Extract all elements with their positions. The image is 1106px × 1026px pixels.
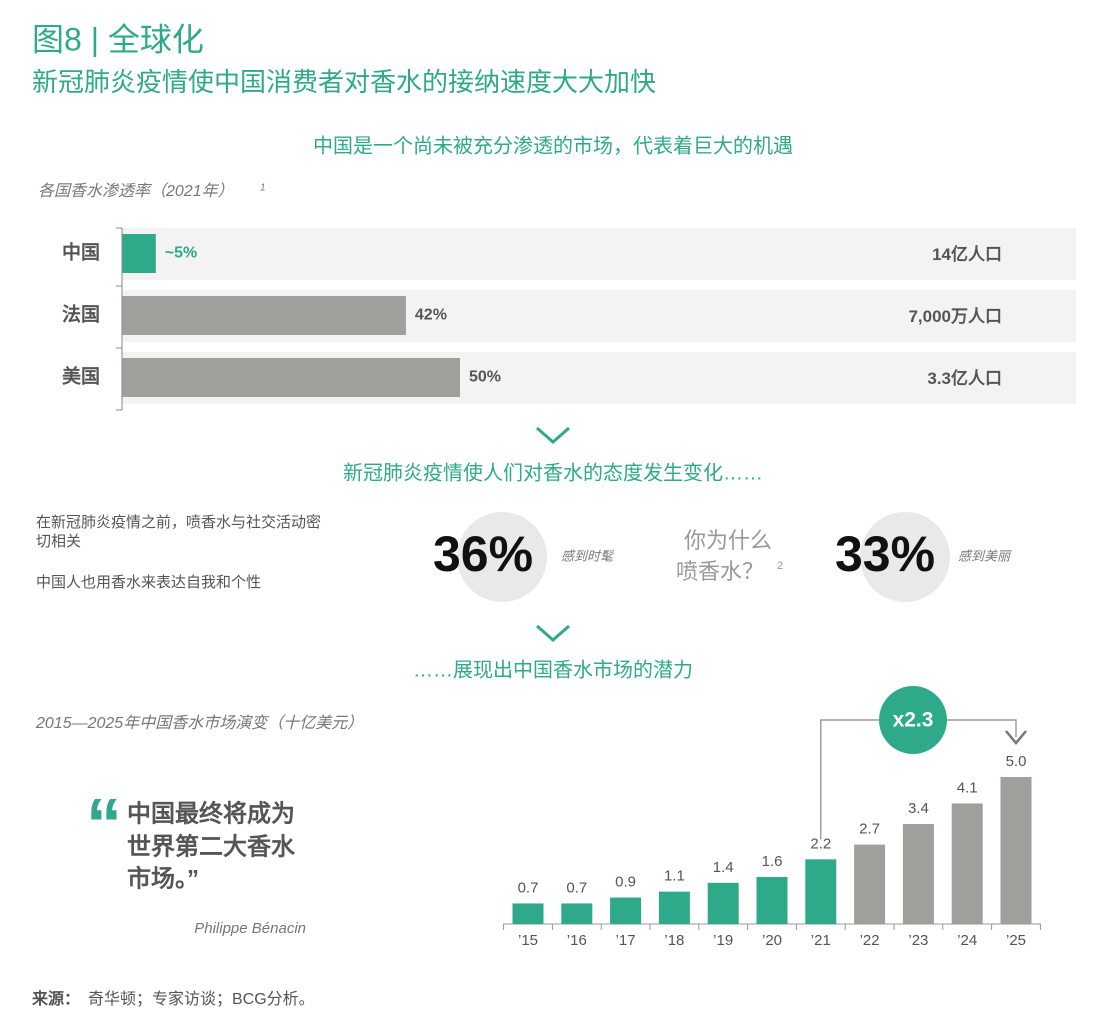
x-tick-label: ’15 (518, 932, 538, 949)
category-label: 法国 (62, 303, 100, 326)
value-label: 0.7 (566, 879, 587, 896)
footnote-ref: 2 (777, 560, 783, 572)
row-band (122, 228, 1076, 280)
stat-label: 感到时髦 (561, 548, 615, 563)
note: 在新冠肺炎疫情之前，喷香水与社交活动密 (36, 513, 321, 531)
quote-line: 中国最终将成为 (127, 799, 295, 827)
question: 你为什么 (684, 528, 772, 553)
chevron (536, 426, 570, 444)
bar (805, 859, 837, 924)
x-tick-label: ’22 (860, 932, 880, 949)
bar (1000, 777, 1032, 924)
question: 喷香水？ (676, 559, 764, 584)
chart-title: 各国香水渗透率（2021年） (38, 182, 234, 200)
note: 切相关 (36, 533, 81, 550)
value-label: 2.2 (810, 835, 831, 852)
section-heading: 中国是一个尚未被充分渗透的市场，代表着巨大的机遇 (313, 134, 793, 157)
footnote-ref: 1 (260, 183, 266, 194)
annotation: 3.3亿人口 (927, 368, 1002, 388)
growth-label: x2.3 (893, 709, 934, 732)
source-text: 奇华顿；专家访谈；BCG分析。 (88, 990, 315, 1008)
section-heading: 新冠肺炎疫情使人们对香水的态度发生变化…… (343, 461, 763, 484)
value-label: 1.6 (762, 853, 783, 870)
bar (122, 358, 460, 397)
growth-badge (879, 686, 947, 754)
bar (610, 897, 642, 924)
x-tick-label: ’19 (713, 932, 733, 949)
x-tick-label: ’25 (1006, 932, 1026, 949)
value-label: 0.7 (518, 879, 539, 896)
value-label: 1.1 (664, 868, 685, 885)
x-tick-label: ’20 (762, 932, 782, 949)
bar (902, 824, 934, 924)
chevron (536, 624, 570, 642)
stat-circle (860, 512, 950, 602)
bar (122, 234, 156, 273)
stat-label: 感到美丽 (958, 548, 1012, 563)
quote-line: 世界第二大香水 (127, 832, 296, 860)
category-label: 美国 (62, 365, 100, 388)
category-label: 中国 (62, 241, 100, 264)
value-label: 2.7 (859, 821, 880, 838)
source-label: 来源： (31, 989, 80, 1008)
bar (951, 803, 983, 924)
growth-arrow (1005, 730, 1027, 745)
quote-author: Philippe Bénacin (194, 920, 306, 937)
bar (854, 844, 886, 924)
x-tick-label: ’21 (811, 932, 831, 949)
quote-mark: “ (86, 785, 122, 865)
bar (756, 876, 788, 924)
value-label: 42% (415, 307, 447, 324)
annotation: 14亿人口 (932, 244, 1002, 264)
note: 中国人也用香水来表达自我和个性 (36, 574, 261, 591)
x-tick-label: ’17 (616, 932, 636, 949)
x-tick-label: ’18 (664, 932, 684, 949)
value-label: 3.4 (908, 800, 929, 817)
figure-subtitle: 新冠肺炎疫情使中国消费者对香水的接纳速度大大加快 (32, 67, 656, 97)
value-label: 1.4 (713, 859, 734, 876)
value-label: 50% (469, 369, 501, 386)
x-tick-label: ’24 (957, 932, 977, 949)
value-label: 5.0 (1006, 753, 1027, 770)
value-label: 4.1 (957, 779, 978, 796)
x-tick-label: ’16 (567, 932, 587, 949)
section-heading: ……展现出中国香水市场的潜力 (413, 658, 693, 681)
value-label: ~5% (165, 245, 197, 262)
stat-circle (457, 512, 547, 602)
bar (561, 903, 593, 924)
chart-title: 2015—2025年中国香水市场演变（十亿美元） (35, 714, 363, 732)
annotation: 7,000万人口 (908, 307, 1002, 326)
value-label: 0.9 (615, 874, 636, 891)
bar (658, 891, 690, 924)
figure-title: 图8 | 全球化 (32, 21, 204, 57)
quote-line: 市场。” (127, 864, 199, 892)
bar (707, 882, 739, 924)
stat-value: 33% (835, 526, 935, 582)
bar (512, 903, 544, 924)
bar (122, 296, 406, 335)
stat-value: 36% (433, 526, 533, 582)
x-tick-label: ’23 (908, 932, 928, 949)
